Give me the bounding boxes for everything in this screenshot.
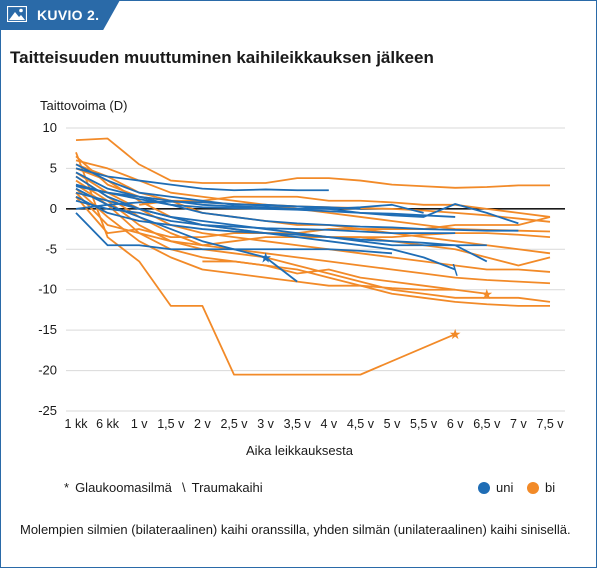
uni-series-line bbox=[75, 199, 456, 235]
x-tick-label: 2 v bbox=[194, 417, 211, 431]
glaucoma-marker: ★ bbox=[259, 250, 272, 266]
glaucoma-marker: ★ bbox=[481, 287, 494, 303]
header-rule bbox=[100, 0, 597, 1]
figure-caption: Molempien silmien (bilateraalinen) kaihi… bbox=[20, 522, 571, 537]
legend-bi: bi bbox=[527, 480, 555, 495]
chart-title: Taitteisuuden muuttuminen kaihileikkauks… bbox=[10, 48, 434, 67]
x-tick-label: 3,5 v bbox=[284, 417, 312, 431]
x-tick-label: 7 v bbox=[510, 417, 527, 431]
uni-series-line bbox=[75, 212, 393, 255]
legend-glaucoma-label: Glaukoomasilmä bbox=[75, 480, 172, 495]
legend-bi-label: bi bbox=[545, 480, 556, 495]
x-tick-label: 6 v bbox=[447, 417, 464, 431]
legend-trauma: \ Traumakaihi bbox=[182, 480, 263, 495]
x-tick-label: 6 kk bbox=[96, 417, 120, 431]
y-tick-label: 0 bbox=[50, 201, 57, 216]
legend-uni: uni bbox=[478, 480, 513, 495]
x-tick-label: 1,5 v bbox=[157, 417, 185, 431]
bi-series-line bbox=[202, 260, 487, 295]
image-icon bbox=[7, 6, 27, 22]
x-tick-label: 1 kk bbox=[65, 417, 89, 431]
uni-series-line bbox=[75, 183, 519, 232]
bi-series-line bbox=[75, 196, 551, 239]
y-tick-label: -5 bbox=[45, 241, 57, 256]
bi-series-line bbox=[75, 175, 551, 285]
bi-series-line bbox=[139, 195, 551, 218]
bi-series-line bbox=[75, 187, 456, 291]
x-tick-label: 1 v bbox=[131, 417, 148, 431]
y-tick-label: -20 bbox=[38, 363, 57, 378]
bi-series-line bbox=[75, 151, 456, 376]
uni-series-line bbox=[75, 185, 456, 218]
glaucoma-marker: ★ bbox=[449, 327, 462, 343]
star-icon: * bbox=[64, 480, 70, 495]
x-tick-label: 7,5 v bbox=[536, 417, 564, 431]
y-tick-label: -25 bbox=[38, 403, 57, 418]
uni-series-line bbox=[75, 167, 329, 192]
x-tick-label: 5,5 v bbox=[410, 417, 438, 431]
uni-series-line bbox=[75, 187, 298, 283]
line-chart: 10 5 0 -5 -10 -15 -20 -25 1 kk 6 kk 1 v 1,5 v 2 v 2,5… bbox=[38, 120, 565, 431]
x-tick-label: 4 v bbox=[320, 417, 337, 431]
legend-trauma-label: Traumakaihi bbox=[191, 480, 263, 495]
legend-glaucoma: * Glaukoomasilmä bbox=[64, 480, 172, 495]
uni-series-line bbox=[75, 200, 361, 210]
tick-mark-icon: \ bbox=[182, 480, 186, 495]
trauma-marker: \ bbox=[453, 263, 459, 279]
uni-dot-icon bbox=[478, 481, 490, 494]
bi-series-line bbox=[75, 183, 550, 307]
x-tick-label: 4,5 v bbox=[347, 417, 375, 431]
y-tick-label: 10 bbox=[43, 120, 57, 135]
x-tick-label: 5 v bbox=[384, 417, 401, 431]
y-tick-label: 5 bbox=[50, 160, 57, 175]
bi-series-line bbox=[75, 137, 550, 189]
bi-series-line bbox=[75, 192, 551, 247]
uni-series-line bbox=[75, 195, 488, 263]
x-tick-label: 3 v bbox=[257, 417, 274, 431]
legend-uni-label: uni bbox=[496, 480, 514, 495]
x-tick-label: 2,5 v bbox=[220, 417, 248, 431]
x-tick-label: 6,5 v bbox=[473, 417, 501, 431]
bi-dot-icon bbox=[527, 481, 539, 494]
y-axis-label: Taittovoima (D) bbox=[40, 98, 128, 113]
header-tab bbox=[0, 0, 120, 30]
y-tick-label: -15 bbox=[38, 322, 57, 337]
y-tick-label: -10 bbox=[38, 282, 57, 297]
x-axis-label: Aika leikkauksesta bbox=[246, 443, 353, 458]
figure-number: KUVIO 2. bbox=[37, 7, 100, 23]
